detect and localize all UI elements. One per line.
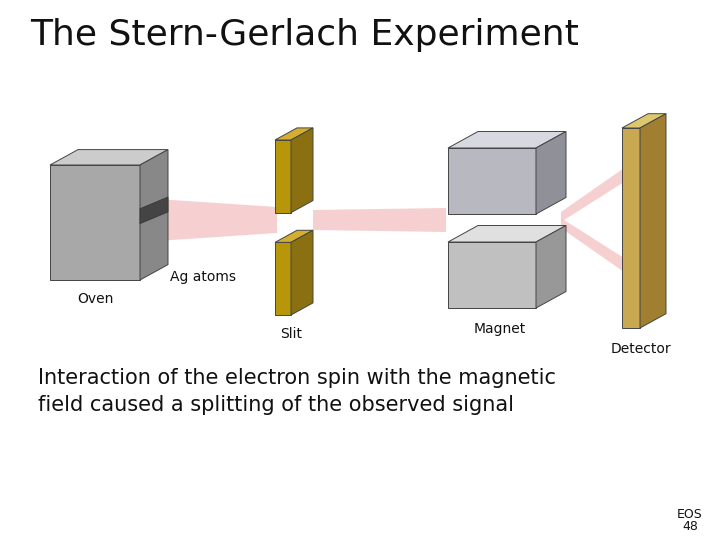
Polygon shape xyxy=(291,128,313,213)
Text: Slit: Slit xyxy=(280,327,302,341)
Polygon shape xyxy=(448,226,566,242)
Polygon shape xyxy=(291,230,313,315)
Polygon shape xyxy=(275,230,313,242)
Polygon shape xyxy=(561,218,624,272)
Polygon shape xyxy=(313,208,446,232)
Polygon shape xyxy=(622,114,666,128)
Polygon shape xyxy=(275,242,291,315)
Polygon shape xyxy=(50,150,168,165)
Polygon shape xyxy=(50,165,140,280)
Polygon shape xyxy=(536,226,566,308)
Polygon shape xyxy=(561,168,624,222)
Text: The Stern-Gerlach Experiment: The Stern-Gerlach Experiment xyxy=(30,18,579,52)
Text: Ag atoms: Ag atoms xyxy=(170,270,236,284)
Polygon shape xyxy=(448,132,566,148)
Polygon shape xyxy=(640,114,666,328)
Polygon shape xyxy=(275,128,313,140)
Polygon shape xyxy=(140,150,168,280)
Text: Magnet: Magnet xyxy=(474,322,526,336)
Polygon shape xyxy=(142,198,277,242)
Text: field caused a splitting of the observed signal: field caused a splitting of the observed… xyxy=(38,395,514,415)
Text: EOS: EOS xyxy=(677,508,703,521)
Text: Oven: Oven xyxy=(77,292,113,306)
Text: Detector: Detector xyxy=(611,342,671,356)
Polygon shape xyxy=(536,132,566,214)
Polygon shape xyxy=(448,242,536,308)
Polygon shape xyxy=(275,140,291,213)
Polygon shape xyxy=(140,197,168,224)
Text: Interaction of the electron spin with the magnetic: Interaction of the electron spin with th… xyxy=(38,368,556,388)
Polygon shape xyxy=(622,128,640,328)
Text: 48: 48 xyxy=(682,520,698,533)
Polygon shape xyxy=(448,148,536,214)
